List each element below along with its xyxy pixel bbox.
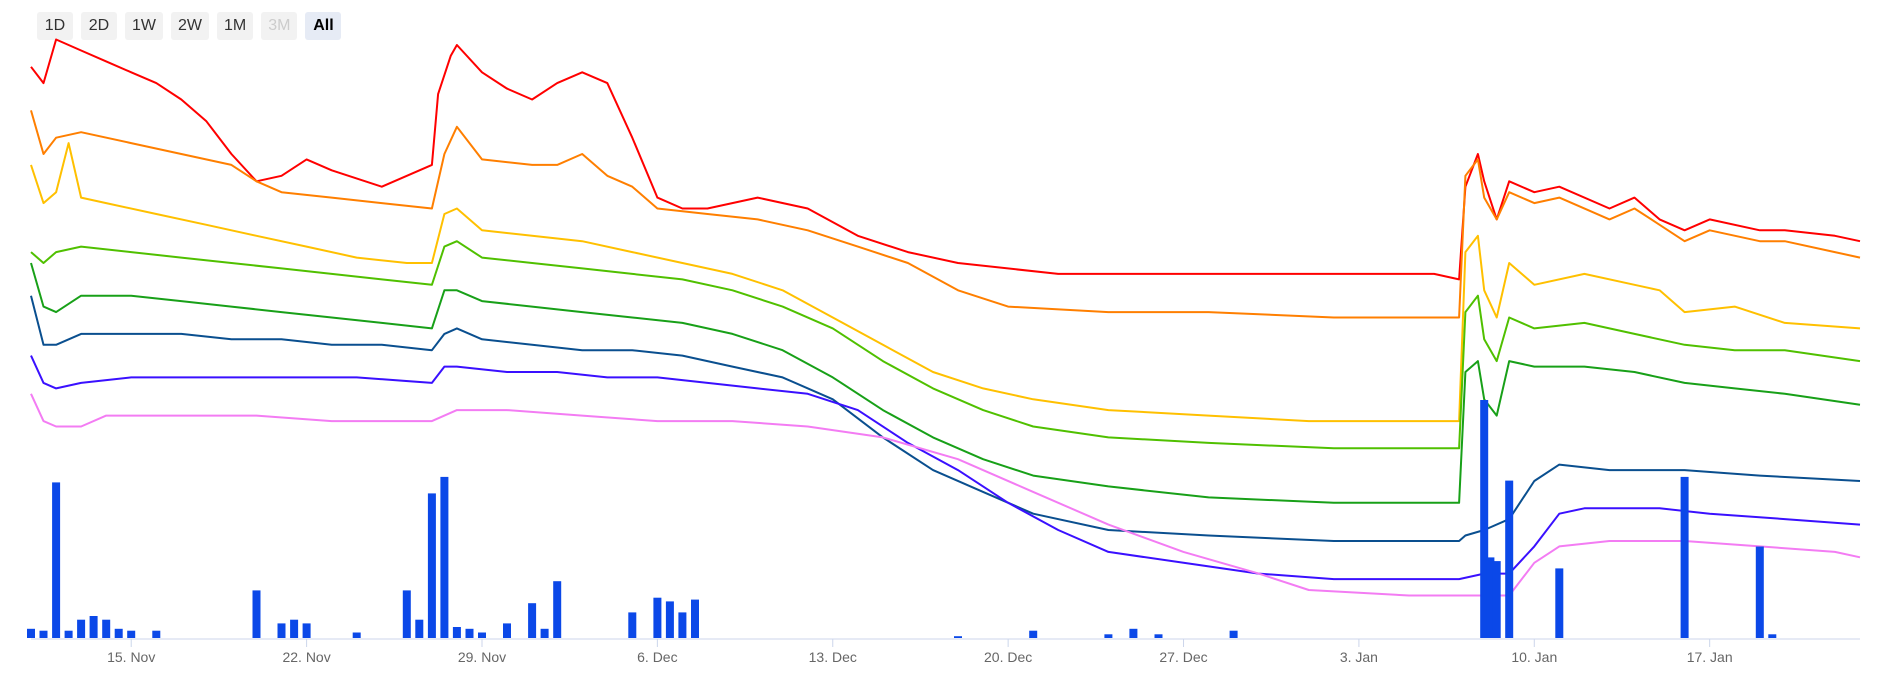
x-tick-label: 29. Nov xyxy=(458,649,506,665)
volume-bar xyxy=(89,616,98,638)
volume-bar xyxy=(352,632,361,638)
volume-bar xyxy=(402,590,411,638)
volume-bar xyxy=(27,628,35,638)
volume-bar xyxy=(427,493,436,638)
range-button-2w[interactable]: 2W xyxy=(171,12,209,40)
volume-bar xyxy=(302,623,311,638)
volume-bar xyxy=(1505,480,1514,638)
range-button-1m[interactable]: 1M xyxy=(217,12,254,40)
series-line-2 xyxy=(30,110,1861,319)
volume-bar xyxy=(1229,630,1238,638)
range-button-1w[interactable]: 1W xyxy=(125,12,163,40)
volume-bar xyxy=(691,599,699,638)
volume-bar xyxy=(102,619,111,638)
volume-bar xyxy=(277,623,286,638)
x-tick-label: 27. Dec xyxy=(1159,649,1207,665)
volume-bar xyxy=(440,476,449,638)
series-line-7 xyxy=(30,355,1861,581)
series-line-3 xyxy=(30,142,1861,423)
volume-bar xyxy=(954,636,962,638)
volume-bar xyxy=(503,623,511,638)
volume-bar xyxy=(465,628,474,638)
volume-bar xyxy=(290,619,299,638)
volume-bar xyxy=(77,619,86,638)
volume-bar xyxy=(1768,634,1777,638)
x-tick-label: 15. Nov xyxy=(107,649,155,665)
series-line-1 xyxy=(30,38,1861,281)
volume-bar xyxy=(52,482,61,638)
volume-bar xyxy=(540,628,549,638)
x-tick-label: 3. Jan xyxy=(1340,649,1378,665)
x-tick-label: 10. Jan xyxy=(1511,649,1557,665)
range-button-1d[interactable]: 1D xyxy=(37,12,73,40)
volume-bar xyxy=(252,590,261,638)
x-tick-label: 20. Dec xyxy=(984,649,1032,665)
volume-bar xyxy=(628,612,637,638)
x-tick-label: 13. Dec xyxy=(809,649,857,665)
range-button-2d[interactable]: 2D xyxy=(81,12,117,40)
volume-bar xyxy=(1480,400,1489,638)
volume-bar xyxy=(1555,568,1564,638)
x-tick-label: 17. Jan xyxy=(1687,649,1733,665)
volume-bar xyxy=(1492,561,1501,638)
volume-bar xyxy=(653,597,662,638)
volume-bar xyxy=(1486,557,1495,638)
volume-bar xyxy=(528,603,537,638)
volume-bar xyxy=(1680,476,1689,638)
volume-bar xyxy=(1129,628,1138,638)
series-layer xyxy=(30,38,1861,597)
volume-bar xyxy=(39,630,48,638)
series-line-5 xyxy=(30,262,1861,504)
volume-bar xyxy=(1755,546,1764,638)
volume-bar xyxy=(478,632,486,638)
x-axis-ticks: 15. Nov 22. Nov 29. Nov 6. Dec 13. Dec 20. De… xyxy=(107,639,1733,665)
x-tick-label: 22. Nov xyxy=(282,649,330,665)
volume-bar xyxy=(152,630,161,638)
volume-bar xyxy=(452,627,461,638)
volume-bar xyxy=(1029,630,1038,638)
volume-bar xyxy=(665,601,674,638)
volume-layer xyxy=(27,400,1777,638)
series-line-6 xyxy=(30,295,1861,542)
range-selector: 1D 2D 1W 2W 1M 3M All xyxy=(37,12,342,40)
volume-bar xyxy=(1104,634,1113,638)
series-line-4 xyxy=(30,240,1861,450)
volume-bar xyxy=(678,612,687,638)
x-tick-label: 6. Dec xyxy=(637,649,677,665)
volume-bar xyxy=(553,581,562,638)
volume-bar xyxy=(64,630,73,638)
volume-bar xyxy=(415,619,424,638)
range-button-all[interactable]: All xyxy=(305,12,342,40)
volume-bar xyxy=(114,628,123,638)
series-line-8 xyxy=(30,393,1861,597)
volume-bar xyxy=(127,630,136,638)
volume-bar xyxy=(1154,634,1163,638)
range-button-3m: 3M xyxy=(261,12,298,40)
